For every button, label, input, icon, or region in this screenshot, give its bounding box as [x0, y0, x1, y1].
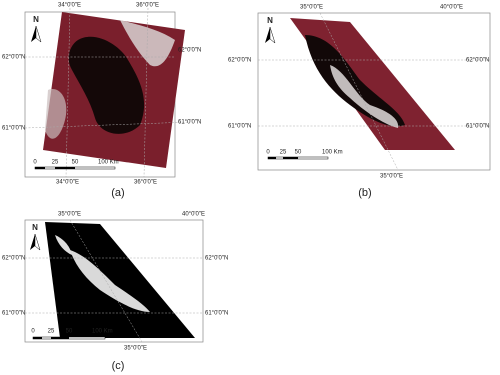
lake — [68, 36, 145, 134]
scale-label: 25 — [48, 329, 55, 335]
graticule — [65, 7, 71, 178]
right-label: 61°0'0"N — [178, 120, 201, 126]
top-label: 35°0'0"E — [58, 212, 81, 218]
panel-c: 35°0'0"E 40°0'0"E 62°0'0"N 61°0'0"N 62°0… — [2, 212, 228, 372]
scale-bar — [34, 166, 116, 170]
north-arrow — [265, 27, 270, 43]
top-label: 36°0'0"E — [136, 3, 159, 9]
map-frame — [24, 219, 204, 343]
scale-label: 0 — [31, 329, 35, 335]
map-frame — [257, 12, 491, 171]
clouds — [330, 65, 399, 128]
clouds — [55, 235, 72, 255]
graticule — [69, 219, 143, 343]
top-label: 35°0'0"E — [300, 5, 323, 11]
north-label: N — [33, 15, 39, 24]
scale-label: 50 — [66, 329, 73, 335]
panel-b: 35°0'0"E 40°0'0"E 62°0'0"N 61°0'0"N 62°0… — [228, 5, 491, 199]
top-label: 40°0'0"E — [440, 5, 463, 11]
top-label: 34°0'0"E — [58, 3, 81, 9]
north-arrow — [30, 234, 35, 250]
classified-image — [45, 222, 195, 338]
north-arrow — [34, 233, 41, 251]
clouds — [120, 20, 175, 67]
clouds — [45, 89, 67, 139]
graticule — [24, 121, 191, 129]
scale-label: 25 — [52, 160, 59, 166]
north-label: N — [267, 16, 273, 25]
right-label: 61°0'0"N — [205, 311, 228, 317]
left-label: 61°0'0"N — [2, 311, 25, 317]
clouds — [70, 250, 150, 312]
scale-label: 100 Km — [98, 160, 119, 166]
left-label: 62°0'0"N — [228, 58, 251, 64]
graticule — [319, 12, 399, 171]
bottom-label: 36°0'0"E — [134, 180, 157, 186]
left-label: 61°0'0"N — [2, 126, 25, 132]
scale-label: 100 Km — [92, 329, 113, 335]
scale-label: 50 — [295, 150, 302, 156]
north-arrow — [35, 25, 42, 43]
top-label: 40°0'0"E — [182, 212, 205, 218]
right-label: 62°0'0"N — [178, 48, 201, 54]
north-label: N — [32, 223, 38, 232]
scale-label: 0 — [33, 160, 37, 166]
caption: (b) — [358, 187, 371, 199]
graticule — [143, 7, 149, 178]
right-label: 62°0'0"N — [466, 58, 489, 64]
scale-label: 25 — [280, 150, 287, 156]
caption: (a) — [111, 187, 124, 199]
north-arrow — [31, 26, 36, 42]
scale-bar — [267, 156, 329, 160]
scale-bar — [32, 336, 106, 340]
panel-a: 34°0'0"E 36°0'0"E 62°0'0"N 61°0'0"N 62°0… — [2, 3, 201, 199]
bottom-label: 35°0'0"E — [124, 346, 147, 352]
caption: (c) — [112, 360, 125, 372]
right-label: 62°0'0"N — [205, 256, 228, 262]
right-label: 61°0'0"N — [466, 124, 489, 130]
scale-label: 0 — [266, 150, 270, 156]
scale-label: 50 — [72, 160, 79, 166]
left-label: 62°0'0"N — [2, 55, 25, 61]
scale-label: 100 Km — [322, 150, 343, 156]
north-arrow — [269, 26, 276, 44]
left-label: 61°0'0"N — [228, 124, 251, 130]
bottom-label: 34°0'0"E — [56, 180, 79, 186]
left-label: 62°0'0"N — [2, 256, 25, 262]
lake — [305, 35, 405, 127]
bottom-label: 35°0'0"E — [380, 174, 403, 180]
